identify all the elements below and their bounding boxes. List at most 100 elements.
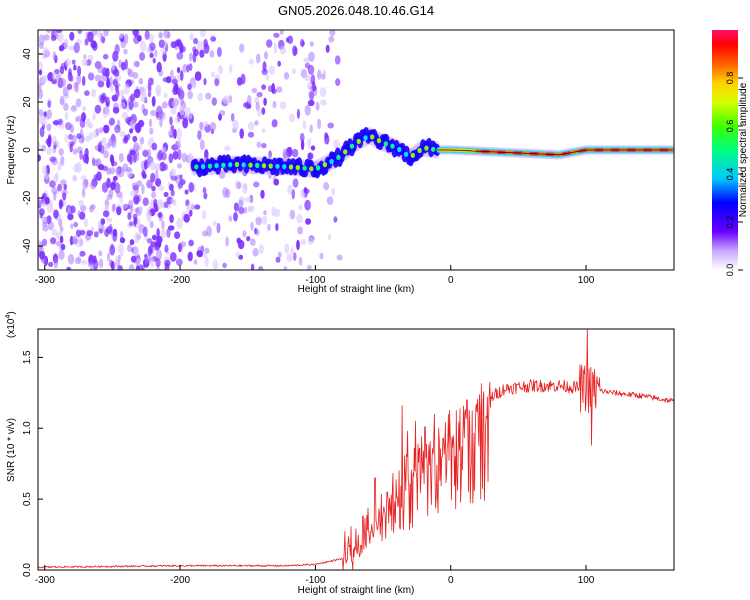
noise-blob bbox=[63, 103, 69, 111]
noise-blob bbox=[39, 208, 45, 216]
noise-blob bbox=[177, 149, 182, 161]
noise-blob bbox=[275, 256, 281, 263]
noise-blob bbox=[179, 174, 183, 181]
noise-blob bbox=[279, 30, 284, 35]
noise-blob bbox=[263, 210, 267, 216]
noise-blob bbox=[59, 95, 65, 106]
noise-blob bbox=[274, 178, 279, 186]
noise-blob bbox=[176, 218, 183, 229]
noise-blob bbox=[83, 218, 89, 228]
noise-blob bbox=[242, 102, 249, 108]
noise-blob bbox=[335, 78, 341, 87]
snr-ytick-label: 1.0 bbox=[22, 421, 33, 435]
noise-blob bbox=[106, 194, 113, 200]
noise-blob bbox=[275, 223, 279, 232]
noise-blob bbox=[263, 97, 267, 106]
ridge-core bbox=[255, 162, 260, 168]
noise-blob bbox=[235, 251, 240, 258]
noise-blob bbox=[183, 213, 190, 223]
noise-blob bbox=[68, 133, 73, 140]
noise-blob bbox=[146, 238, 153, 244]
noise-blob bbox=[147, 83, 152, 92]
noise-blob bbox=[79, 118, 86, 128]
noise-blob bbox=[133, 246, 140, 257]
noise-blob bbox=[191, 79, 197, 90]
noise-blob bbox=[228, 64, 233, 74]
noise-blob bbox=[62, 198, 67, 207]
noise-blob bbox=[233, 211, 238, 222]
noise-blob bbox=[105, 203, 109, 210]
noise-blob bbox=[172, 98, 178, 110]
noise-blob bbox=[307, 237, 315, 245]
noise-blob bbox=[249, 238, 256, 246]
noise-blob bbox=[59, 235, 64, 244]
noise-blob bbox=[115, 256, 119, 266]
noise-blob bbox=[222, 187, 229, 198]
noise-blob bbox=[271, 206, 276, 217]
noise-blob bbox=[96, 171, 102, 181]
noise-blob bbox=[189, 209, 193, 217]
noise-blob bbox=[121, 203, 128, 210]
noise-blob bbox=[236, 77, 243, 86]
noise-blob bbox=[77, 65, 82, 77]
noise-blob bbox=[199, 139, 205, 151]
noise-blob bbox=[138, 205, 143, 213]
noise-blob bbox=[175, 258, 183, 266]
noise-blob bbox=[298, 256, 303, 266]
noise-blob bbox=[268, 65, 276, 76]
noise-blob bbox=[255, 53, 261, 64]
noise-blob bbox=[39, 42, 44, 50]
noise-blob bbox=[93, 231, 99, 238]
noise-blob bbox=[46, 147, 53, 155]
noise-blob bbox=[290, 246, 294, 255]
noise-blob bbox=[199, 121, 204, 133]
noise-blob bbox=[251, 87, 258, 94]
noise-blob bbox=[284, 243, 290, 254]
noise-blob bbox=[179, 45, 186, 53]
noise-blob bbox=[106, 217, 113, 223]
noise-blob bbox=[188, 111, 193, 120]
noise-blob bbox=[47, 134, 52, 144]
noise-blob bbox=[169, 214, 174, 224]
noise-blob bbox=[176, 67, 181, 74]
noise-blob bbox=[154, 49, 158, 58]
noise-blob bbox=[327, 122, 335, 129]
noise-blob bbox=[48, 261, 54, 267]
noise-blob bbox=[55, 241, 63, 247]
noise-blob bbox=[123, 48, 128, 55]
noise-blob bbox=[325, 44, 330, 53]
snr-panel: -300 -200 -100 0 100 0.0 0.5 1.0 1.5 Height of s… bbox=[5, 311, 675, 596]
noise-blob bbox=[47, 100, 52, 108]
noise-blob bbox=[133, 30, 139, 38]
noise-blob bbox=[146, 211, 152, 222]
noise-blob bbox=[151, 96, 156, 107]
noise-blob bbox=[262, 61, 267, 72]
noise-blob bbox=[111, 61, 116, 71]
noise-blob bbox=[90, 204, 96, 210]
colorbar-ticks: 0.0 0.2 0.4 0.6 0.8 bbox=[725, 72, 743, 276]
noise-blob bbox=[188, 239, 194, 247]
noise-blob bbox=[178, 243, 182, 253]
noise-blob bbox=[119, 130, 126, 137]
ridge-core bbox=[302, 165, 307, 171]
noise-blob bbox=[258, 266, 264, 270]
noise-blob bbox=[222, 262, 227, 269]
noise-blob bbox=[127, 212, 132, 221]
noise-blob bbox=[50, 34, 57, 42]
noise-blob bbox=[297, 226, 303, 235]
noise-blob bbox=[150, 110, 157, 117]
noise-blob bbox=[77, 30, 83, 35]
noise-blob bbox=[292, 68, 296, 75]
ridge-core bbox=[343, 149, 348, 155]
ridge-core bbox=[268, 163, 273, 169]
noise-blob bbox=[225, 236, 229, 247]
noise-blob bbox=[255, 216, 262, 226]
noise-blob bbox=[46, 30, 51, 34]
snr-xtick-label: -200 bbox=[170, 575, 190, 586]
noise-blob bbox=[144, 30, 150, 40]
noise-blob bbox=[152, 234, 157, 241]
ridge-core bbox=[363, 135, 368, 141]
noise-blob bbox=[271, 119, 278, 128]
noise-blob bbox=[38, 199, 42, 209]
noise-blob bbox=[102, 210, 110, 218]
